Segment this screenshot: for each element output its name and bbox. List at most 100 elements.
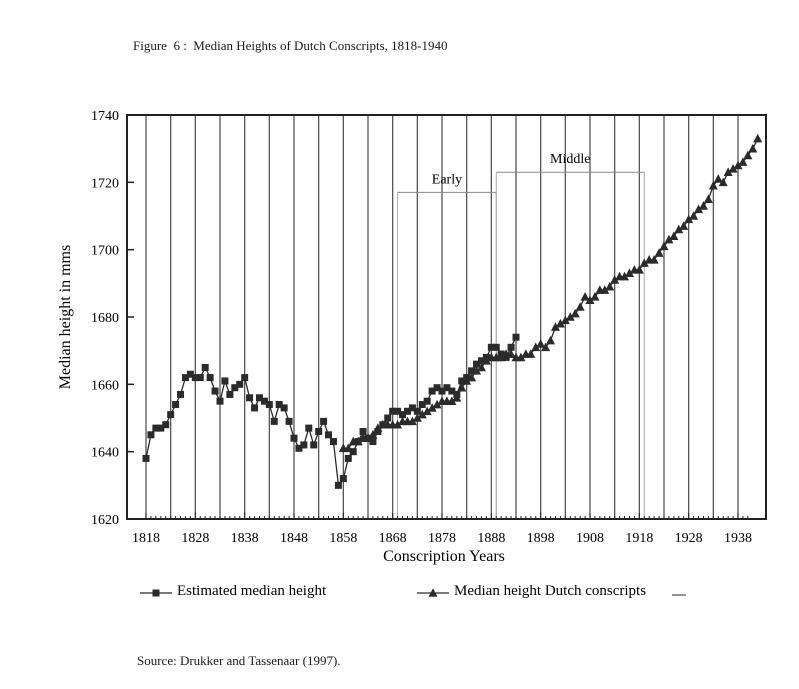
triangle-marker xyxy=(516,352,526,362)
square-marker xyxy=(477,357,485,365)
square-marker xyxy=(300,441,308,449)
square-marker xyxy=(359,427,367,435)
triangle-marker xyxy=(624,268,634,278)
series-line xyxy=(145,336,517,488)
triangle-marker xyxy=(684,214,694,224)
legend-label: Estimated median height xyxy=(177,583,327,599)
triangle-marker xyxy=(575,302,585,311)
triangle-marker xyxy=(664,234,674,244)
square-marker xyxy=(152,424,160,432)
triangle-marker xyxy=(343,443,353,453)
square-marker xyxy=(167,411,175,419)
triangle-marker xyxy=(363,433,373,442)
triangle-marker xyxy=(580,292,590,301)
square-marker xyxy=(418,401,426,409)
figure-title: Figure 6 : Median Heights of Dutch Consc… xyxy=(133,38,448,53)
triangle-marker xyxy=(728,164,738,173)
series-median-height-dutch-conscripts xyxy=(338,133,763,453)
square-marker xyxy=(468,367,476,375)
triangle-marker xyxy=(432,399,442,409)
square-marker xyxy=(487,343,495,351)
triangle-marker xyxy=(481,355,491,365)
triangle-marker xyxy=(526,349,536,358)
triangle-marker xyxy=(417,409,427,419)
square-marker xyxy=(236,380,244,388)
triangle-marker xyxy=(659,241,669,251)
y-axis-title: Median height in mms xyxy=(57,245,74,389)
x-axis-title: Conscription Years xyxy=(383,548,505,565)
square-marker xyxy=(255,394,263,402)
triangle-marker xyxy=(462,376,472,385)
triangle-marker xyxy=(590,292,600,301)
triangle-marker xyxy=(541,342,551,352)
square-marker xyxy=(241,374,249,382)
square-marker xyxy=(211,387,219,395)
square-marker xyxy=(191,374,199,382)
triangle-marker xyxy=(555,318,565,328)
triangle-marker xyxy=(713,174,723,183)
square-marker xyxy=(270,417,278,425)
y-tick-label: 1660 xyxy=(91,378,119,393)
square-marker xyxy=(246,394,254,402)
triangle-marker xyxy=(565,312,575,321)
x-tick-label: 1888 xyxy=(477,531,505,546)
y-tick-label: 1700 xyxy=(91,244,119,259)
triangle-marker xyxy=(610,275,620,284)
square-marker xyxy=(384,414,392,422)
triangle-marker xyxy=(689,211,699,220)
x-tick-label: 1918 xyxy=(625,531,653,546)
square-marker xyxy=(162,421,170,429)
square-marker xyxy=(147,431,155,439)
x-tick-label: 1928 xyxy=(675,531,703,546)
gridlines xyxy=(145,115,739,519)
square-marker xyxy=(339,475,347,483)
triangle-marker xyxy=(585,295,595,304)
square-marker xyxy=(448,387,456,395)
triangle-marker xyxy=(753,133,763,143)
square-marker xyxy=(344,454,352,462)
legend-item-estimated: Estimated median height xyxy=(140,583,327,599)
square-marker xyxy=(290,434,298,442)
square-marker xyxy=(408,404,416,412)
square-marker xyxy=(295,444,303,452)
square-marker xyxy=(157,424,165,432)
square-marker xyxy=(280,404,288,412)
triangle-marker xyxy=(506,349,516,358)
square-marker xyxy=(177,390,185,398)
triangle-marker xyxy=(634,265,644,274)
triangle-marker xyxy=(694,204,704,214)
triangle-marker xyxy=(353,436,363,446)
square-marker xyxy=(512,333,520,341)
annotations: Early Middle xyxy=(397,152,645,519)
triangle-marker xyxy=(600,285,610,294)
square-marker xyxy=(507,343,515,351)
triangle-marker xyxy=(550,322,560,331)
triangle-marker xyxy=(472,366,482,375)
square-marker xyxy=(260,397,268,405)
x-tick-label: 1908 xyxy=(576,531,604,546)
x-tick-label: 1868 xyxy=(379,531,407,546)
triangle-marker xyxy=(723,167,733,177)
triangle-marker xyxy=(422,406,432,416)
square-marker xyxy=(325,431,333,439)
source-note: Source: Drukker and Tassenaar (1997). xyxy=(137,653,341,668)
annotation-label: Middle xyxy=(550,152,590,167)
triangle-marker xyxy=(748,143,758,153)
series xyxy=(142,133,763,489)
triangle-marker xyxy=(407,416,417,426)
square-marker xyxy=(142,454,150,462)
triangle-marker xyxy=(412,413,422,422)
square-marker xyxy=(443,384,451,392)
triangle-marker xyxy=(427,403,437,412)
triangle-marker xyxy=(546,335,556,345)
triangle-marker xyxy=(669,231,679,240)
triangle-marker xyxy=(605,281,615,291)
triangle-marker xyxy=(708,180,718,190)
square-marker xyxy=(389,407,397,415)
x-tick-label: 1938 xyxy=(724,531,752,546)
square-marker xyxy=(320,417,328,425)
square-marker xyxy=(423,397,431,405)
square-marker xyxy=(438,387,446,395)
triangle-marker xyxy=(703,194,713,203)
square-marker xyxy=(285,417,293,425)
